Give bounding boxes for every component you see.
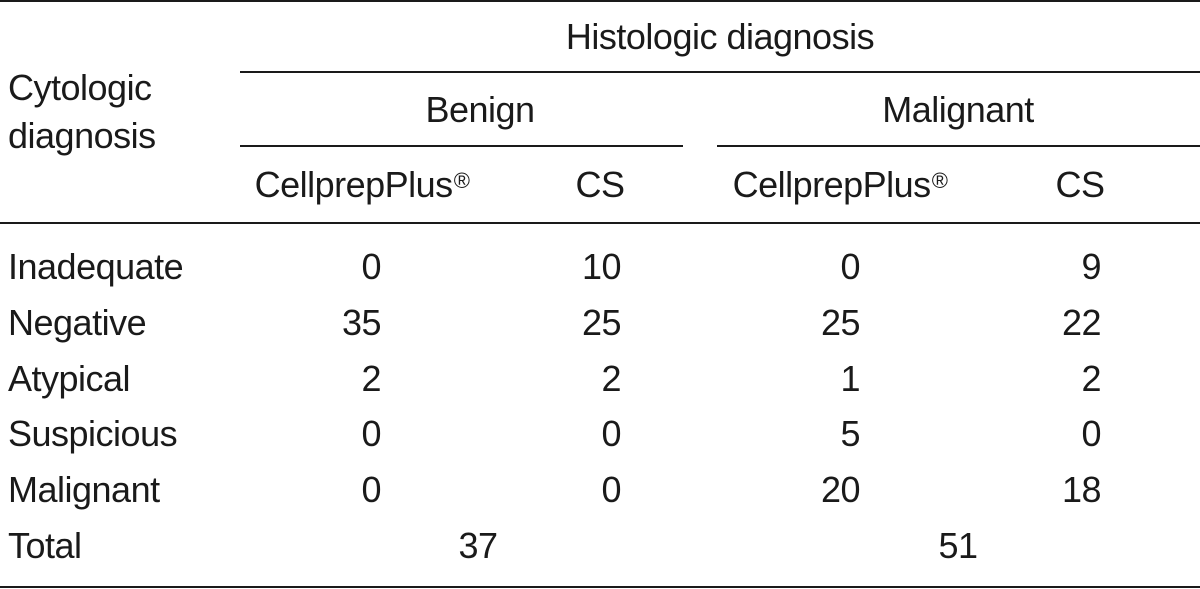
table-cell: 5 [840,413,860,454]
total-row-label: Total [8,525,82,566]
column-header-benign-cs: CS [575,164,625,205]
header-bottom-rule [0,222,1200,224]
table-cell: 0 [361,413,381,454]
table-cell: 2 [1081,358,1101,399]
table-cell: 9 [1081,246,1101,287]
registered-mark: ® [931,168,948,193]
row-label: Suspicious [8,413,178,454]
benign-group-header: Benign [425,89,535,130]
column-header-benign-cellprepplus: CellprepPlus® [255,163,470,207]
row-label: Inadequate [8,246,184,287]
table-cell: 0 [361,246,381,287]
total-malignant: 51 [938,525,978,566]
table-cell: 0 [601,469,621,510]
row-label: Atypical [8,358,131,399]
malignant-group-header: Malignant [882,89,1034,130]
table-cell: 35 [341,302,382,343]
malignant-header-rule [717,145,1200,147]
table-cell: 10 [581,246,622,287]
row-label: Negative [8,302,147,343]
stub-header-line-1: Cytologic [8,67,152,108]
top-rule [0,0,1200,2]
table-cell: 25 [820,302,861,343]
column-header-malignant-cellprepplus: CellprepPlus® [733,163,948,207]
column-header-label: CellprepPlus [732,164,932,205]
table-cell: 2 [361,358,381,399]
table-cell: 18 [1061,469,1102,510]
table-cell: 0 [1081,413,1101,454]
group-header-rule [240,71,1200,73]
column-header-label: CellprepPlus [254,164,454,205]
table-cell: 2 [601,358,621,399]
total-benign: 37 [458,525,498,566]
column-header-malignant-cs: CS [1055,164,1105,205]
benign-header-rule [240,145,683,147]
table-cell: 20 [820,469,861,510]
registered-mark: ® [453,168,470,193]
table-cell: 22 [1061,302,1102,343]
table-cell: 25 [581,302,622,343]
bottom-rule [0,586,1200,588]
table-cell: 1 [840,358,860,399]
row-label: Malignant [8,469,160,510]
table-cell: 0 [840,246,860,287]
table-cell: 0 [361,469,381,510]
histologic-diagnosis-header: Histologic diagnosis [565,16,875,57]
table-cell: 0 [601,413,621,454]
stub-header-line-2: diagnosis [8,115,156,156]
